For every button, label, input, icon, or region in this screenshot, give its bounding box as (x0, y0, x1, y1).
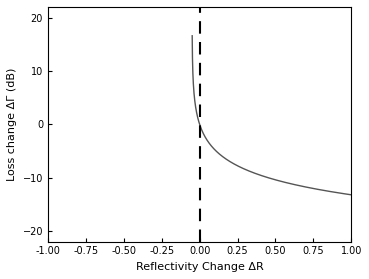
X-axis label: Reflectivity Change ΔR: Reflectivity Change ΔR (136, 262, 263, 272)
Y-axis label: Loss change ΔΓ (dB): Loss change ΔΓ (dB) (7, 68, 17, 181)
